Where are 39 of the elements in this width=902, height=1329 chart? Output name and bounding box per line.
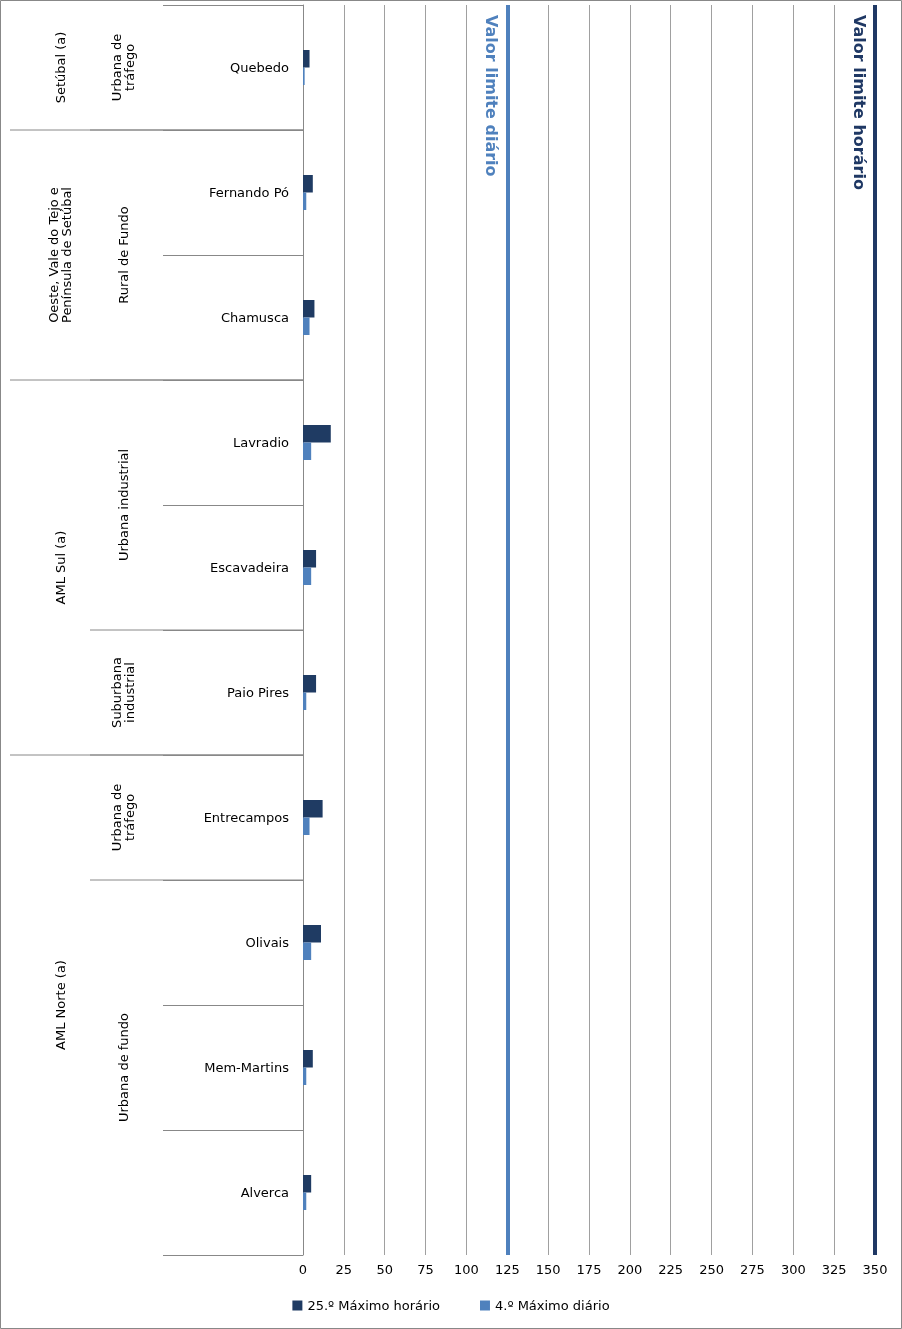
y-tick-label: Olivais: [245, 935, 290, 950]
x-tick-label: 125: [494, 1262, 520, 1277]
text: Setúbal (a): [52, 31, 68, 104]
x-tick-label: 300: [780, 1262, 806, 1277]
x-tick-label: 175: [576, 1262, 602, 1277]
y-tick-label: Escavadeira: [210, 560, 289, 575]
x-tick-label: 0: [298, 1262, 308, 1277]
x-tick-label: 325: [821, 1262, 847, 1277]
legend-label: 25.º Máximo horário: [307, 1298, 441, 1313]
y-tick-label: Alverca: [240, 1185, 289, 1200]
y-tick-label: Paio Pires: [227, 685, 290, 700]
y-tick-label: Lavradio: [232, 435, 290, 450]
x-tick-label: 250: [699, 1262, 724, 1277]
text: Urbana de tráfego: [109, 783, 137, 852]
y-tick-label: Entrecampos: [203, 810, 290, 825]
legend-label: 4.º Máximo diário: [494, 1298, 610, 1313]
text: Urbana de fundo: [115, 1012, 131, 1123]
text: Rural de Fundo: [115, 206, 131, 304]
x-tick-label: 200: [617, 1262, 643, 1277]
text: Urbana de tráfego: [109, 33, 137, 102]
y-tick-label: Quebedo: [230, 60, 290, 75]
ref-line-label: Valor limite horário: [849, 15, 869, 190]
y-tick-label: Chamusca: [220, 310, 289, 325]
text: AML Norte (a): [52, 960, 68, 1050]
x-tick-label: 100: [454, 1262, 479, 1277]
x-tick-label: 50: [376, 1262, 393, 1277]
text: Oeste, Vale do Tejo e Península de Setúbal: [46, 187, 74, 323]
x-tick-label: 225: [658, 1262, 684, 1277]
y-tick-label: Mem-Martins: [204, 1060, 290, 1075]
x-tick-label: 75: [417, 1262, 434, 1277]
text: Urbana industrial: [115, 448, 131, 562]
x-tick-label: 25: [335, 1262, 353, 1277]
x-tick-label: 150: [535, 1262, 561, 1277]
text: AML Sul (a): [52, 530, 68, 605]
text: Suburbana industrial: [109, 657, 137, 728]
x-tick-label: 275: [740, 1262, 765, 1277]
x-tick-label: 350: [862, 1262, 888, 1277]
y-tick-label: Fernando Pó: [209, 185, 290, 200]
ref-line-label: Valor limite diário: [481, 15, 501, 177]
